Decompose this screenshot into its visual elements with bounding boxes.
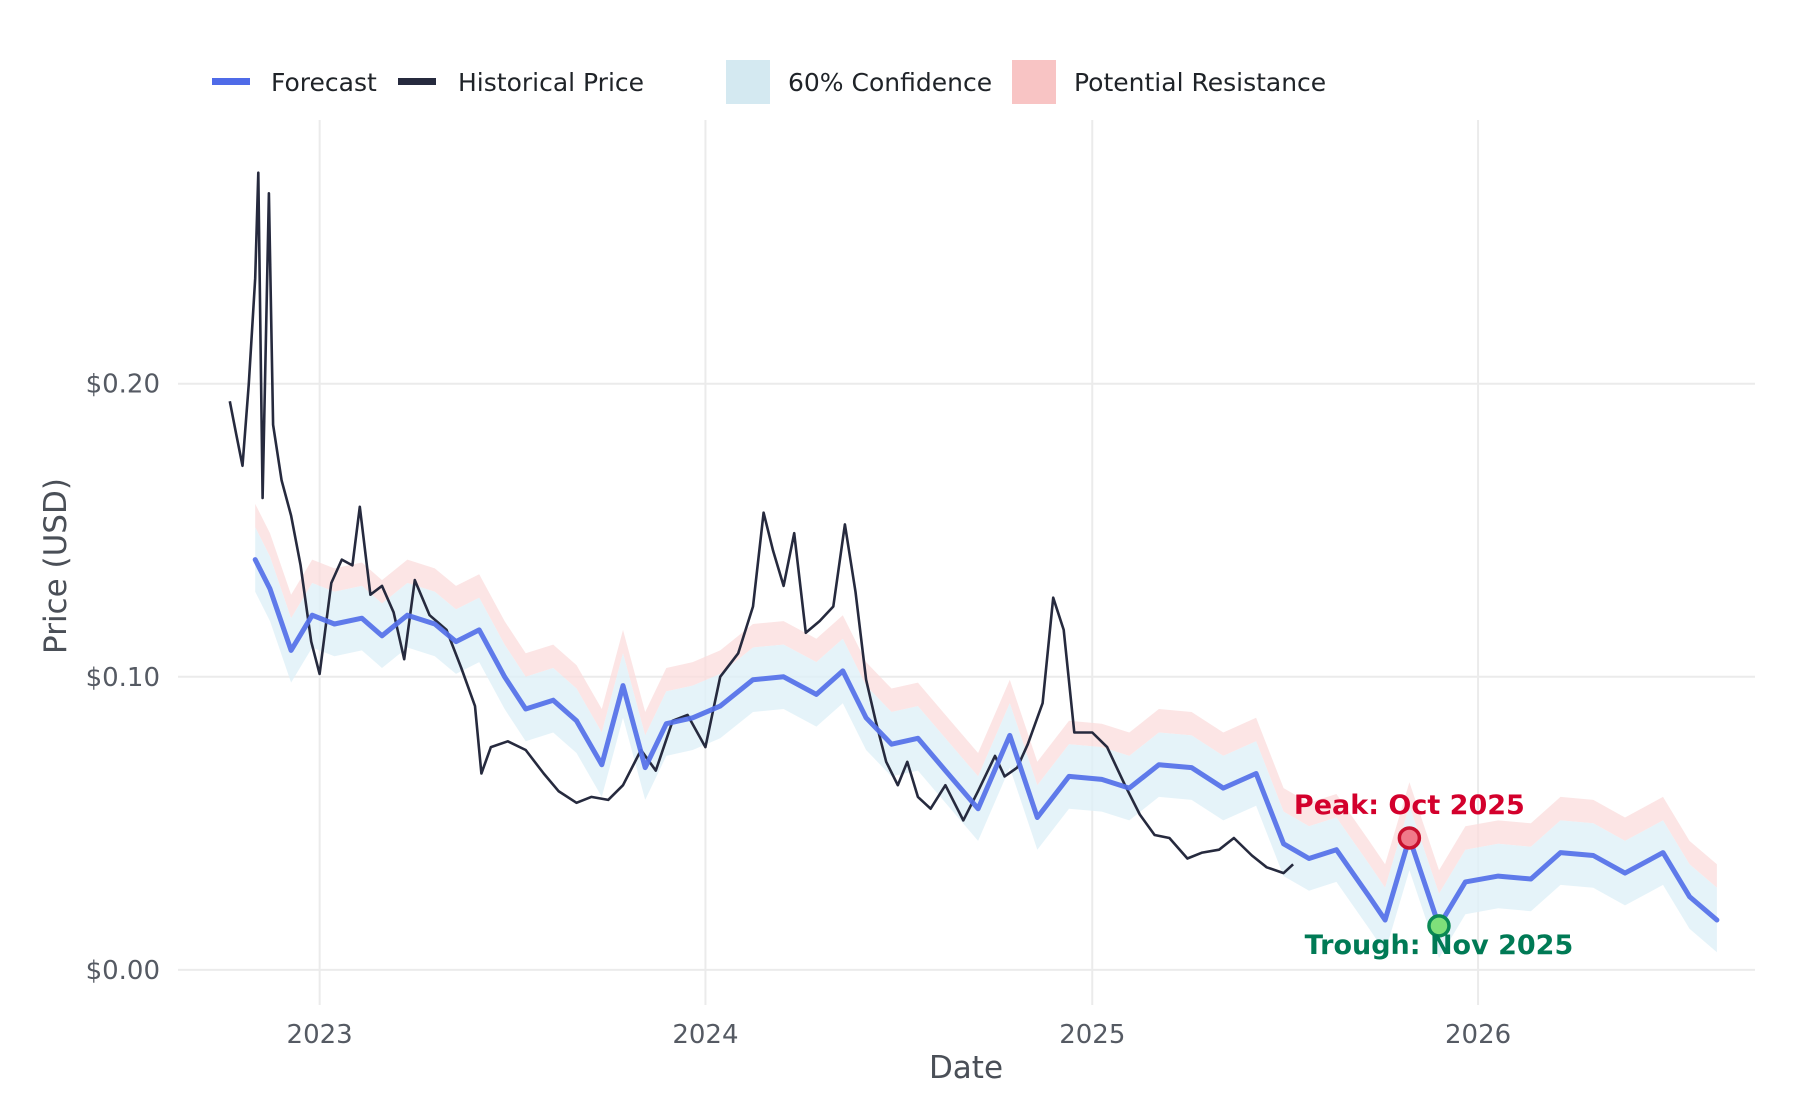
grid-lines [178,120,1755,1005]
confidence-bands [255,503,1717,959]
resistance-band [255,503,1717,894]
x-tick-label: 2026 [1445,1020,1511,1050]
axis-labels: Date Price (USD) $0.00 $0.10 $0.20 2023 2024… [38,370,1511,1086]
legend-resistance-label: Potential Resistance [1074,68,1326,97]
x-tick-label: 2025 [1059,1020,1125,1050]
peak-label: Peak: Oct 2025 [1294,790,1525,821]
x-tick-label: 2024 [672,1020,738,1050]
legend: Forecast Historical Price 60% Confidence… [212,60,1326,104]
annotations: Peak: Oct 2025 Trough: Nov 2025 [1294,790,1573,961]
legend-historical-swatch [398,78,436,85]
x-axis-title: Date [929,1050,1003,1086]
confidence-band [255,527,1717,959]
x-tick-label: 2023 [287,1020,353,1050]
y-tick-label: $0.00 [86,956,160,986]
trough-marker [1427,914,1451,938]
trough-label: Trough: Nov 2025 [1305,930,1574,961]
y-axis-title: Price (USD) [38,478,74,654]
legend-confidence-swatch [726,60,770,104]
legend-forecast-label: Forecast [271,68,377,97]
legend-historical-label: Historical Price [458,68,644,97]
legend-resistance-swatch [1012,60,1056,104]
historical-price-line [228,171,1294,875]
y-tick-label: $0.10 [86,663,160,693]
legend-confidence-label: 60% Confidence [788,68,992,97]
legend-forecast-swatch [212,78,250,85]
y-tick-label: $0.20 [86,370,160,400]
peak-marker [1397,826,1422,850]
